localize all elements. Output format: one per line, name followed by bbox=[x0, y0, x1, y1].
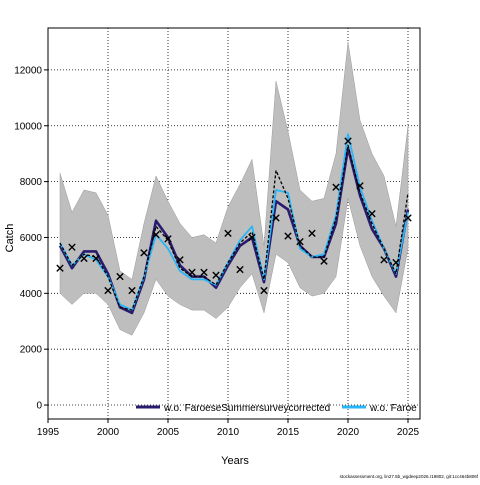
observed-point bbox=[140, 249, 148, 257]
x-axis-label: Years bbox=[221, 455, 249, 467]
observed-point bbox=[284, 232, 292, 240]
footer-credit: stockassessment.org, lin27.5b_wgdeep2026… bbox=[340, 474, 479, 479]
observed-point bbox=[224, 229, 232, 237]
observed-point bbox=[260, 286, 268, 295]
legend-label-2: w.o. Faroe bbox=[369, 403, 417, 414]
series-line-3 bbox=[59, 144, 409, 311]
observed-point bbox=[116, 272, 124, 281]
observed-point bbox=[92, 254, 100, 263]
observed-point bbox=[212, 271, 220, 279]
observed-point bbox=[188, 268, 196, 277]
observed-point bbox=[128, 286, 136, 295]
observed-point bbox=[164, 235, 172, 243]
confidence-band bbox=[59, 41, 409, 336]
observed-point bbox=[248, 233, 256, 242]
x-tick-label: 2005 bbox=[157, 427, 180, 438]
legend: w.o. FaroeseSummersurveycorrected w.o. F… bbox=[136, 403, 417, 414]
x-axis: 1995 2000 2005 2010 2015 2020 2025 bbox=[37, 419, 420, 438]
observed-point bbox=[236, 265, 244, 274]
observed-point bbox=[308, 229, 316, 237]
observed-point bbox=[320, 257, 328, 265]
y-axis: 0 2000 4000 6000 8000 10000 12000 bbox=[14, 65, 48, 412]
confidence-band-layer bbox=[59, 41, 409, 336]
observed-point bbox=[272, 214, 280, 222]
y-tick-label: 8000 bbox=[20, 177, 43, 188]
observed-point bbox=[344, 137, 352, 145]
observed-point bbox=[104, 286, 112, 295]
x-tick-label: 2010 bbox=[217, 427, 240, 438]
x-tick-label: 2000 bbox=[97, 427, 120, 438]
observed-point bbox=[332, 183, 340, 191]
y-tick-label: 0 bbox=[36, 401, 42, 412]
y-tick-label: 2000 bbox=[20, 345, 43, 356]
x-tick-label: 2015 bbox=[277, 427, 300, 438]
y-axis-label: Catch bbox=[4, 224, 16, 253]
x-tick-label: 2020 bbox=[337, 427, 360, 438]
y-tick-label: 10000 bbox=[14, 121, 42, 132]
observed-point bbox=[56, 264, 64, 272]
observed-point bbox=[200, 268, 208, 277]
observed-point bbox=[404, 214, 412, 222]
y-tick-label: 6000 bbox=[20, 233, 43, 244]
y-tick-label: 4000 bbox=[20, 289, 43, 300]
observed-point bbox=[80, 254, 88, 263]
observed-point bbox=[176, 256, 184, 264]
observed-point bbox=[296, 237, 304, 246]
plot-frame bbox=[47, 27, 421, 420]
observed-point bbox=[368, 210, 376, 218]
x-tick-label: 2025 bbox=[397, 427, 420, 438]
x-tick-label: 1995 bbox=[37, 427, 60, 438]
observed-markers bbox=[56, 137, 412, 295]
y-tick-label: 12000 bbox=[14, 65, 42, 76]
observed-point bbox=[380, 256, 388, 264]
observed-point bbox=[392, 258, 400, 267]
observed-point bbox=[68, 243, 76, 251]
observed-point bbox=[356, 182, 364, 190]
legend-label-1: w.o. FaroeseSummersurveycorrected bbox=[163, 403, 330, 414]
observed-point bbox=[152, 230, 160, 239]
